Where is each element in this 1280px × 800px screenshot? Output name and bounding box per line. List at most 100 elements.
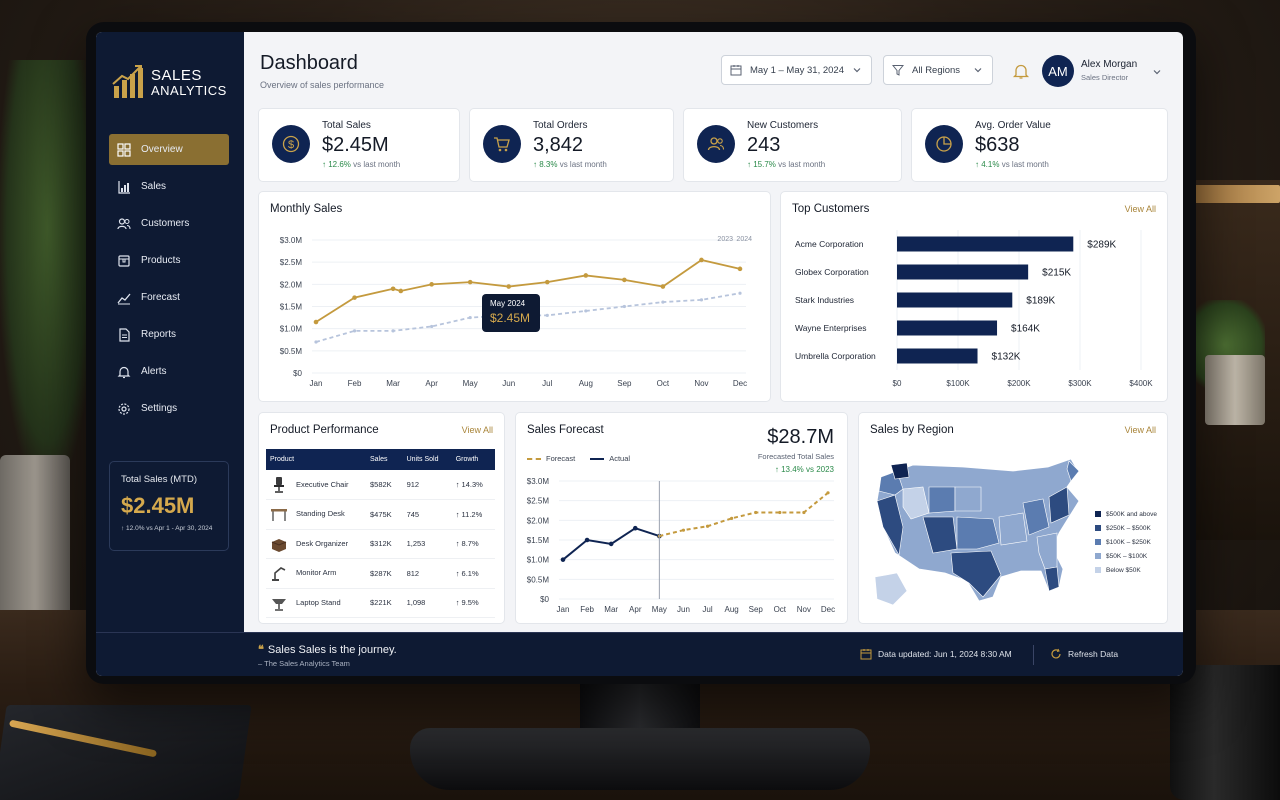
page-title: Dashboard xyxy=(260,52,358,74)
table-row[interactable]: Monitor Arm $287K 812 ↑ 6.1% xyxy=(266,558,495,589)
x-tick-label: Feb xyxy=(580,605,594,614)
bar xyxy=(897,236,1074,252)
notebook xyxy=(0,705,252,800)
monthly-sales-card: Monthly Sales $0 $0.5M $1.0M $1.5M $2.0M $2.5… xyxy=(258,191,771,402)
table-row[interactable]: Standing Desk $475K 745 ↑ 11.2% xyxy=(266,499,495,530)
legend-swatch-actual xyxy=(590,457,605,460)
data-point xyxy=(699,257,704,263)
legend-swatch xyxy=(1095,539,1101,545)
x-tick-label: May xyxy=(652,605,667,614)
background-pot-right xyxy=(1205,355,1265,425)
x-tick-label: $400K xyxy=(1129,379,1153,388)
kpi-label: Avg. Order Value xyxy=(975,120,1051,131)
sidebar-item-overview[interactable]: Overview xyxy=(109,134,229,165)
product-units: 812 xyxy=(402,558,452,589)
x-tick-label: Apr xyxy=(425,379,438,388)
x-tick-label: Nov xyxy=(694,379,708,388)
mtd-sales-card: Total Sales (MTD) $2.45M ↑ 12.0% vs Apr … xyxy=(109,461,229,551)
quote-mark-icon: ❝ xyxy=(258,644,264,656)
product-growth: ↑ 14.3% xyxy=(451,470,495,500)
customer-name: Acme Corporation xyxy=(795,239,864,249)
table-row[interactable]: Executive Chair $582K 912 ↑ 14.3% xyxy=(266,470,495,500)
chevron-down-icon[interactable] xyxy=(1151,65,1163,77)
mtd-value: $2.45M xyxy=(121,493,195,518)
sidebar-item-products[interactable]: Products xyxy=(109,245,229,276)
data-point xyxy=(398,288,404,294)
mtd-label: Total Sales (MTD) xyxy=(121,474,198,485)
brand-line-2: ANALYTICS xyxy=(151,83,227,98)
filter-icon xyxy=(892,64,904,76)
x-tick-label: Sep xyxy=(749,605,764,614)
x-tick-label: May xyxy=(463,379,478,388)
kpi-delta: ↑ 4.1% vs last month xyxy=(975,160,1049,169)
sidebar-item-sales[interactable]: Sales xyxy=(109,171,229,202)
column-header[interactable]: Growth xyxy=(451,449,495,470)
sidebar-item-reports[interactable]: Reports xyxy=(109,319,229,350)
x-tick-label: Oct xyxy=(657,379,670,388)
table-row[interactable]: Desk Organizer $312K 1,253 ↑ 8.7% xyxy=(266,529,495,559)
legend-swatch xyxy=(1095,553,1101,559)
view-all-link[interactable]: View All xyxy=(461,425,493,435)
product-name: Monitor Arm xyxy=(296,568,337,578)
y-tick-label: $3.0M xyxy=(280,236,303,245)
data-point xyxy=(468,315,472,320)
bar xyxy=(897,264,1029,280)
user-name[interactable]: Alex Morgan xyxy=(1081,59,1138,70)
data-point xyxy=(390,286,396,292)
legend-swatch xyxy=(1095,511,1101,517)
legend-item: $250K – $500K xyxy=(1095,521,1157,535)
kpi-card-total-sales: $ Total Sales $2.45M ↑ 12.6% vs last mon… xyxy=(258,108,460,182)
sidebar-item-forecast[interactable]: Forecast xyxy=(109,282,229,313)
y-tick-label: $1.5M xyxy=(280,303,303,312)
top-customers-chart: $0 $100K $200K $300K $400K Acme Corporation $2… xyxy=(795,230,1153,388)
y-tick-label: $2.0M xyxy=(527,516,550,525)
legend-item: Below $50K xyxy=(1095,563,1157,577)
column-header[interactable]: Sales xyxy=(366,449,403,470)
region-filter[interactable]: All Regions xyxy=(883,55,993,85)
column-header[interactable]: Product xyxy=(266,449,366,470)
sidebar-item-settings[interactable]: Settings xyxy=(109,393,229,424)
product-units: 912 xyxy=(402,470,452,500)
brand-line-1: SALES xyxy=(151,67,202,84)
y-tick-label: $0.5M xyxy=(527,575,550,584)
x-tick-label: Jul xyxy=(542,379,552,388)
column-header[interactable]: Units Sold xyxy=(402,449,452,470)
tooltip-value: $2.45M xyxy=(490,311,531,325)
sidebar-item-alerts[interactable]: Alerts xyxy=(109,356,229,387)
data-point xyxy=(826,491,830,495)
x-tick-label: $200K xyxy=(1007,379,1031,388)
customer-name: Stark Industries xyxy=(795,295,854,305)
brand-bars-icon xyxy=(112,65,143,98)
x-tick-label: Jan xyxy=(557,605,570,614)
us-region-map[interactable] xyxy=(873,457,1093,617)
forecast-total: $28.7M xyxy=(767,426,834,448)
monitor-arm-icon xyxy=(270,564,288,582)
table-row[interactable]: Laptop Stand $221K 1,098 ↑ 9.5% xyxy=(266,588,495,618)
view-all-link[interactable]: View All xyxy=(1124,204,1156,214)
product-units: 1,253 xyxy=(402,529,452,559)
x-tick-label: Jun xyxy=(677,605,690,614)
kpi-card-avg-order-value: Avg. Order Value $638 ↑ 4.1% vs last mon… xyxy=(911,108,1168,182)
data-point xyxy=(314,340,318,344)
product-units: 1,098 xyxy=(402,588,452,618)
trend-icon xyxy=(117,291,131,305)
sidebar-item-label: Customers xyxy=(141,218,190,229)
sales-forecast-chart: $0 $0.5M $1.0M $1.5M $2.0M $2.5M $3.0M Jan Feb Ma… xyxy=(527,477,835,614)
x-tick-label: $100K xyxy=(946,379,970,388)
date-range-value: May 1 – May 31, 2024 xyxy=(750,64,844,76)
notifications-bell-icon[interactable] xyxy=(1012,62,1030,80)
sidebar-item-label: Sales xyxy=(141,181,167,192)
view-all-link[interactable]: View All xyxy=(1124,425,1156,435)
refresh-data-button[interactable]: Refresh Data xyxy=(1050,648,1118,660)
data-point xyxy=(802,510,806,515)
date-range-picker[interactable]: May 1 – May 31, 2024 xyxy=(721,55,872,85)
y-tick-label: $2.5M xyxy=(527,497,550,506)
brand-logo: SALES ANALYTICS xyxy=(112,65,227,98)
kpi-label: Total Orders xyxy=(533,120,588,131)
forecast-total-label: Forecasted Total Sales xyxy=(757,452,834,461)
x-tick-label: Dec xyxy=(733,379,747,388)
kpi-delta: ↑ 8.3% vs last month xyxy=(533,160,607,169)
sidebar-item-customers[interactable]: Customers xyxy=(109,208,229,239)
kpi-delta: ↑ 12.6% vs last month xyxy=(322,160,401,169)
avatar[interactable]: AM xyxy=(1042,55,1074,87)
